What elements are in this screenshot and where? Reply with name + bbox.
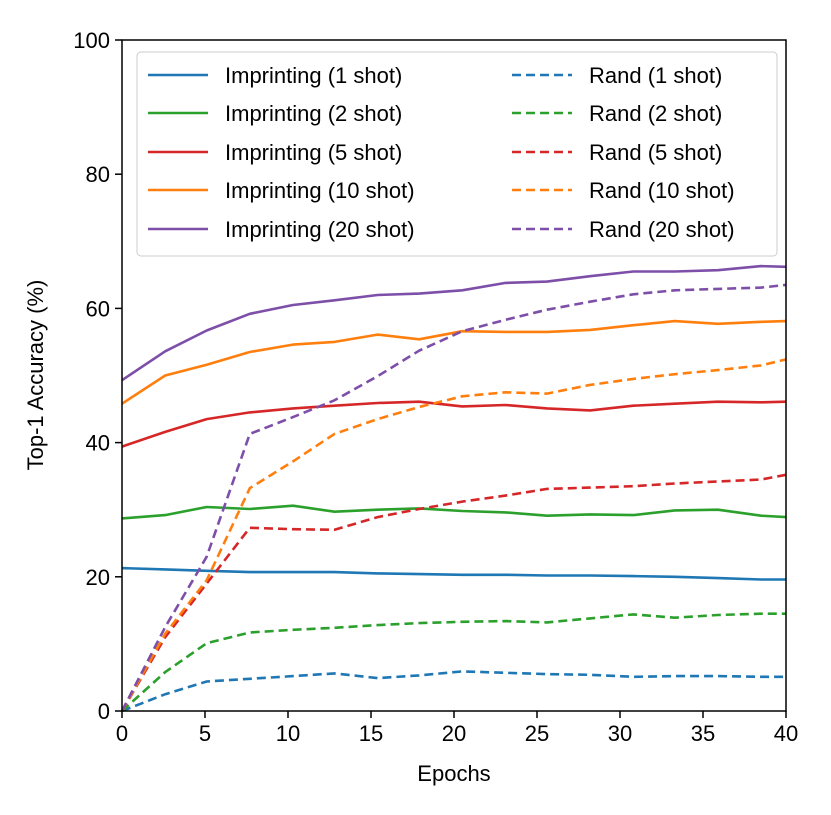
legend-label-imprinting-10-shot: Imprinting (10 shot): [225, 178, 415, 203]
x-axis-label: Epochs: [417, 761, 490, 786]
x-tick-label: 35: [691, 721, 715, 746]
y-axis-label: Top-1 Accuracy (%): [23, 280, 48, 471]
series-line-imprinting-2-shot: [121, 504, 787, 520]
series-line-imprinting-5-shot: [121, 400, 787, 448]
legend-label-rand-5-shot: Rand (5 shot): [589, 140, 722, 165]
ticks-layer: 0 5 10 15 20 25 30 35 40 0 20 40 60 80 100: [73, 28, 798, 746]
x-tick-label: 30: [608, 721, 632, 746]
series-line-rand-1-shot: [121, 670, 786, 713]
x-tick-label: 40: [774, 721, 798, 746]
series-line-imprinting-10-shot: [121, 319, 787, 405]
y-tick-label: 0: [98, 699, 110, 724]
y-tick-label: 60: [86, 296, 110, 321]
y-tick-label: 40: [86, 431, 110, 456]
x-tick-label: 0: [116, 721, 128, 746]
y-tick-label: 20: [86, 565, 110, 590]
series-line-imprinting-20-shot: [121, 264, 787, 382]
series-line-rand-20-shot: [120, 283, 787, 712]
legend-label-rand-2-shot: Rand (2 shot): [589, 101, 722, 126]
y-tick-label: 80: [86, 162, 110, 187]
x-tick-label: 20: [442, 721, 466, 746]
y-tick-label: 100: [73, 28, 110, 53]
series-line-rand-10-shot: [120, 358, 787, 712]
legend-label-imprinting-1-shot: Imprinting (1 shot): [225, 63, 402, 88]
series-line-rand-2-shot: [121, 612, 786, 712]
legend-label-imprinting-20-shot: Imprinting (20 shot): [225, 217, 415, 242]
legend-label-imprinting-2-shot: Imprinting (2 shot): [225, 101, 402, 126]
legend: Imprinting (1 shot) Imprinting (2 shot) Im…: [136, 51, 778, 257]
x-tick-label: 15: [359, 721, 383, 746]
x-tick-label: 5: [199, 721, 211, 746]
legend-frame: [136, 51, 778, 257]
series-line-imprinting-1-shot: [121, 566, 786, 581]
series-layer: [120, 264, 787, 713]
x-tick-label: 25: [525, 721, 549, 746]
series-line-rand-5-shot: [120, 473, 787, 712]
legend-label-rand-20-shot: Rand (20 shot): [589, 217, 735, 242]
legend-label-rand-1-shot: Rand (1 shot): [589, 63, 722, 88]
x-tick-label: 10: [276, 721, 300, 746]
legend-label-rand-10-shot: Rand (10 shot): [589, 178, 735, 203]
legend-label-imprinting-5-shot: Imprinting (5 shot): [225, 140, 402, 165]
